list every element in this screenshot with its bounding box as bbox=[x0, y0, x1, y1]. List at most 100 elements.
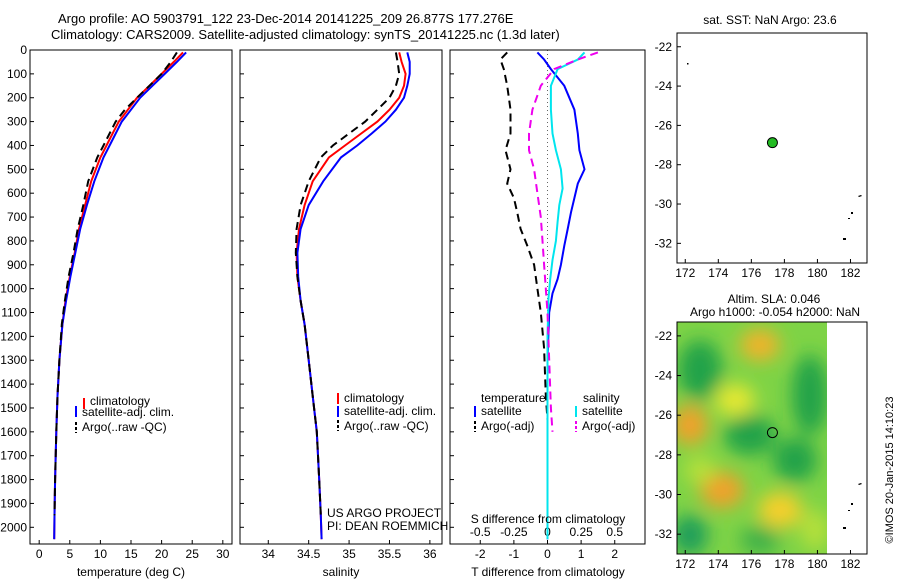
y-tick-label: -24 bbox=[655, 369, 673, 383]
temperature-legend: climatology satellite-adj. clim. Argo(..… bbox=[75, 394, 174, 434]
figure-title-line1: Argo profile: AO 5903791_122 23-Dec-2014… bbox=[58, 11, 514, 26]
sla-heatmap bbox=[677, 322, 827, 554]
y-tick-label: -32 bbox=[655, 236, 673, 250]
argo-location-marker bbox=[766, 137, 778, 149]
legend-t-sat: satellite bbox=[481, 404, 522, 418]
y-tick-label: 1600 bbox=[0, 425, 27, 439]
x-tick-label: 176 bbox=[741, 557, 761, 571]
temperature-series bbox=[53, 51, 187, 540]
x-tick-label: 180 bbox=[807, 557, 827, 571]
temperature-legend-argo: Argo(..raw -QC) bbox=[82, 420, 167, 434]
x-tick-label: -2 bbox=[475, 547, 486, 561]
y-tick-label: 300 bbox=[7, 115, 27, 129]
series-line-argo-adj- bbox=[528, 51, 599, 432]
x-tick-label: 172 bbox=[675, 266, 695, 280]
y-tick-label: 800 bbox=[7, 234, 27, 248]
x-tick-label: 182 bbox=[840, 557, 860, 571]
legend-t-argo: Argo(-adj) bbox=[481, 419, 534, 433]
x-tick-label: 0 bbox=[36, 547, 43, 561]
salinity-panel: 34 34.5 35 35.5 36 climatology satellite-adj… bbox=[239, 49, 448, 579]
temperature-panel: 0 5 10 15 20 25 300100200300400500600700800900… bbox=[0, 43, 233, 579]
sla-map-frame bbox=[676, 321, 868, 555]
y-tick-label: -28 bbox=[655, 158, 673, 172]
salinity-legend-sat: satellite-adj. clim. bbox=[344, 404, 436, 418]
sla-map-points bbox=[766, 427, 778, 439]
temperature-legend-sat: satellite-adj. clim. bbox=[82, 405, 174, 419]
x-tick-label: 1 bbox=[578, 547, 585, 561]
y-tick-label: 600 bbox=[7, 186, 27, 200]
sla-map-panel: Altim. SLA: 0.046 Argo h1000: -0.054 h20… bbox=[655, 292, 868, 571]
y-tick-label: 200 bbox=[7, 91, 27, 105]
y-tick-label: -22 bbox=[655, 40, 673, 54]
figure-title-line2: Climatology: CARS2009. Satellite-adjuste… bbox=[51, 27, 560, 42]
credit-pi: PI: DEAN ROEMMICH bbox=[327, 519, 448, 533]
x-top-tick-label: 0.5 bbox=[606, 525, 623, 539]
y-tick-label: 1100 bbox=[1, 306, 27, 320]
sst-coastline bbox=[687, 63, 862, 240]
sst-map-title: sat. SST: NaN Argo: 23.6 bbox=[703, 13, 837, 27]
x-tick-label: 182 bbox=[840, 266, 860, 280]
difference-panel: -2 -1 0 1 2-0.5 -0.25 0 0.25 0.5 temperature sal… bbox=[449, 49, 646, 579]
salinity-legend-argo: Argo(..raw -QC) bbox=[344, 419, 429, 433]
x-tick-label: 34 bbox=[262, 547, 276, 561]
sla-map-title-line1: Altim. SLA: 0.046 bbox=[728, 292, 821, 306]
salinity-axis: 34 34.5 35 35.5 36 bbox=[240, 49, 437, 561]
y-tick-label: 100 bbox=[7, 67, 27, 81]
difference-axis: -2 -1 0 1 2-0.5 -0.25 0 0.25 0.5 bbox=[450, 49, 623, 561]
difference-legend: temperature salinity satellite Argo(-adj… bbox=[474, 391, 635, 433]
sla-map-axis: 172 174 176 178 180 182 -22 -24 -26 -28 -30 -32 bbox=[655, 329, 861, 571]
y-tick-label: -32 bbox=[655, 527, 673, 541]
x-tick-label: 10 bbox=[94, 547, 108, 561]
series-line-argo-raw-qc- bbox=[53, 51, 178, 516]
x-tick-label: 0 bbox=[544, 547, 551, 561]
difference-top-label: S difference from climatology bbox=[471, 512, 626, 526]
temperature-plot-frame bbox=[29, 49, 233, 545]
salinity-x-label: salinity bbox=[323, 565, 360, 579]
temperature-axis: 0 5 10 15 20 25 300100200300400500600700800900… bbox=[0, 43, 230, 561]
sst-map-panel: sat. SST: NaN Argo: 23.6 172 174 176 178 180… bbox=[655, 13, 868, 280]
x-tick-label: -1 bbox=[509, 547, 520, 561]
x-tick-label: 178 bbox=[774, 557, 794, 571]
salinity-plot-frame bbox=[239, 49, 443, 545]
x-tick-label: 174 bbox=[708, 557, 728, 571]
series-line-satellite bbox=[546, 51, 586, 540]
argo-location-marker bbox=[766, 427, 778, 439]
x-tick-label: 20 bbox=[155, 547, 169, 561]
series-line-argo-adj- bbox=[499, 51, 549, 420]
y-tick-label: 400 bbox=[7, 138, 27, 152]
x-tick-label: 35 bbox=[342, 547, 356, 561]
y-tick-label: 2000 bbox=[0, 520, 27, 534]
y-tick-label: 1800 bbox=[0, 473, 27, 487]
salinity-legend-clim: climatology bbox=[344, 391, 404, 405]
y-tick-label: 900 bbox=[7, 258, 27, 272]
sst-map-points bbox=[766, 137, 778, 149]
imos-credit: ©IMOS 20-Jan-2015 14:10:23 bbox=[884, 397, 896, 544]
series-line-climatology bbox=[295, 52, 407, 540]
y-tick-label: 1400 bbox=[0, 377, 27, 391]
y-tick-label: -26 bbox=[655, 118, 673, 132]
salinity-series bbox=[294, 52, 411, 540]
y-tick-label: 700 bbox=[7, 210, 27, 224]
series-line-satellite bbox=[536, 51, 586, 540]
salinity-legend: climatology satellite-adj. clim. Argo(..… bbox=[337, 391, 436, 433]
credit-project: US ARGO PROJECT bbox=[327, 506, 442, 520]
series-line-satellite-adj-clim- bbox=[296, 52, 411, 540]
sst-map-axis: 172 174 176 178 180 182 -22 -24 -26 -28 -30 -32 bbox=[655, 40, 861, 280]
series-line-climatology bbox=[53, 51, 184, 540]
y-tick-label: 1300 bbox=[0, 353, 27, 367]
x-tick-label: 2 bbox=[611, 547, 618, 561]
x-tick-label: 15 bbox=[124, 547, 138, 561]
x-top-tick-label: 0.25 bbox=[569, 525, 593, 539]
y-tick-label: 1500 bbox=[0, 401, 27, 415]
y-tick-label: -26 bbox=[655, 408, 673, 422]
x-tick-label: 30 bbox=[216, 547, 230, 561]
x-tick-label: 35.5 bbox=[378, 547, 402, 561]
y-tick-label: -30 bbox=[655, 488, 673, 502]
series-line-satellite-adj-clim- bbox=[53, 51, 187, 540]
x-tick-label: 174 bbox=[708, 266, 728, 280]
y-tick-label: 1000 bbox=[0, 282, 27, 296]
x-tick-label: 172 bbox=[675, 557, 695, 571]
temperature-x-label: temperature (deg C) bbox=[77, 565, 185, 579]
legend-temperature-title: temperature bbox=[481, 391, 546, 405]
x-tick-label: 180 bbox=[807, 266, 827, 280]
